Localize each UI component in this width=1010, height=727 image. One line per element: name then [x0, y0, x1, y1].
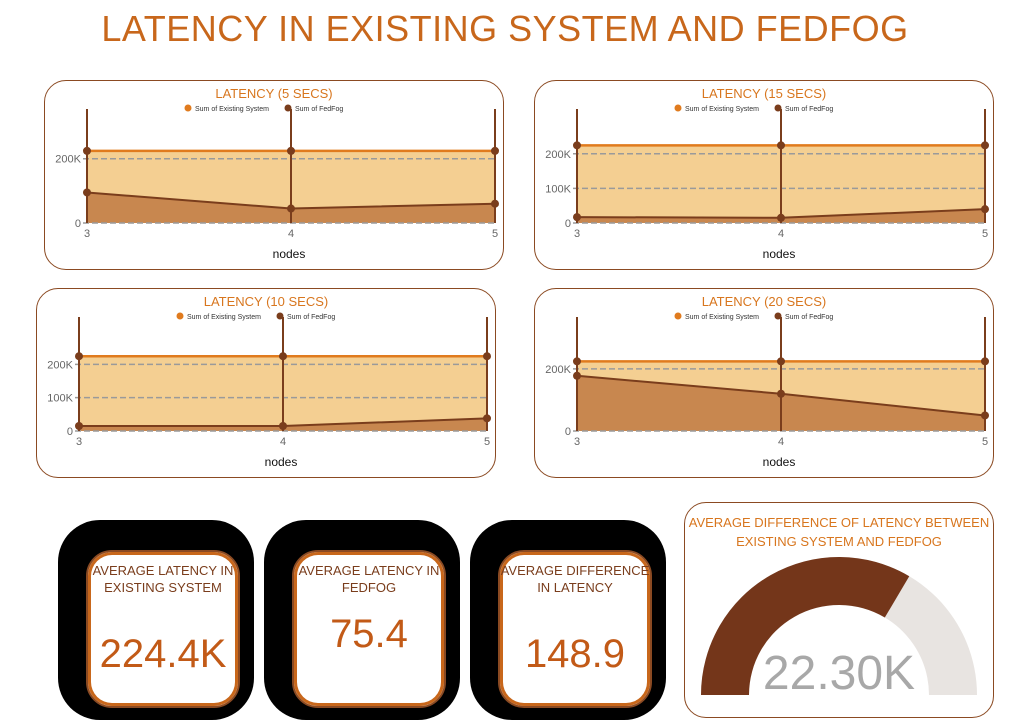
fedfog-point — [83, 188, 91, 197]
x-tick-label: 3 — [76, 436, 82, 448]
fedfog-area — [87, 192, 495, 223]
x-tick-label: 3 — [574, 228, 580, 240]
chart-5-secs: LATENCY (5 SECS) Sum of Existing System Su… — [55, 86, 499, 261]
legend-existing-marker — [176, 312, 184, 320]
x-tick-label: 5 — [484, 436, 490, 448]
gauge-fill — [701, 557, 910, 695]
x-tick-label: 5 — [982, 436, 988, 448]
chart-panel-20-secs: LATENCY (20 SECS) Sum of Existing System S… — [534, 288, 994, 478]
legend-existing-label: Sum of Existing System — [685, 106, 759, 113]
existing-point — [287, 146, 295, 155]
legend-fedfog-label: Sum of FedFog — [295, 106, 343, 113]
kpi-label: AVERAGE DIFFERENCE IN LATENCY — [500, 563, 650, 595]
kpi-card-inner: AVERAGE DIFFERENCE IN LATENCY 148.9 — [498, 550, 652, 708]
legend-fedfog-marker — [284, 104, 292, 112]
legend-fedfog-marker — [774, 312, 782, 320]
existing-point — [981, 141, 989, 150]
fedfog-area — [79, 418, 487, 431]
gauge-chart: 22.30K — [701, 557, 977, 700]
gauge-panel: AVERAGE DIFFERENCE OF LATENCY BETWEEN EX… — [684, 502, 994, 718]
dashboard-title: LATENCY IN EXISTING SYSTEM AND FEDFOG — [101, 8, 909, 49]
existing-point — [981, 357, 989, 366]
x-tick-label: 4 — [280, 436, 286, 448]
chart-10-secs: LATENCY (10 SECS) Sum of Existing System S… — [47, 294, 491, 469]
existing-point — [75, 352, 83, 361]
kpi-card-difference: AVERAGE DIFFERENCE IN LATENCY 148.9 — [470, 520, 666, 720]
kpi-card-inner: AVERAGE LATENCY IN FEDFOG 75.4 — [292, 550, 446, 708]
kpi-card-fedfog: AVERAGE LATENCY IN FEDFOG 75.4 — [264, 520, 460, 720]
x-axis-label: nodes — [265, 455, 298, 469]
kpi-card-existing: AVERAGE LATENCY IN EXISTING SYSTEM 224.4… — [58, 520, 254, 720]
fedfog-point — [981, 411, 989, 420]
chart-title: LATENCY (5 SECS) — [215, 86, 332, 101]
chart-title: LATENCY (10 SECS) — [204, 294, 329, 309]
kpi-card-inner: AVERAGE LATENCY IN EXISTING SYSTEM 224.4… — [86, 550, 240, 708]
legend-fedfog-label: Sum of FedFog — [785, 314, 833, 321]
gauge-value: 22.30K — [763, 647, 915, 700]
kpi-label: AVERAGE LATENCY IN EXISTING SYSTEM — [92, 563, 234, 595]
gauge-title: AVERAGE DIFFERENCE OF LATENCY BETWEEN EX… — [688, 515, 990, 549]
existing-point — [279, 352, 287, 361]
legend-fedfog-marker — [276, 312, 284, 320]
existing-point — [483, 352, 491, 361]
legend-existing-label: Sum of Existing System — [685, 314, 759, 321]
fedfog-point — [573, 371, 581, 380]
x-tick-label: 4 — [778, 436, 784, 448]
fedfog-point — [981, 205, 989, 214]
existing-point — [777, 357, 785, 366]
fedfog-area — [577, 209, 985, 223]
chart-15-secs: LATENCY (15 SECS) Sum of Existing System S… — [545, 86, 989, 261]
y-tick-label: 0 — [75, 218, 81, 230]
y-tick-label: 200K — [545, 364, 571, 376]
chart-20-secs: LATENCY (20 SECS) Sum of Existing System S… — [545, 294, 989, 469]
y-tick-label: 200K — [55, 154, 81, 166]
x-tick-label: 3 — [574, 436, 580, 448]
legend-fedfog-label: Sum of FedFog — [785, 106, 833, 113]
chart-title: LATENCY (15 SECS) — [702, 86, 827, 101]
x-axis-label: nodes — [763, 455, 796, 469]
legend-existing-label: Sum of Existing System — [187, 314, 261, 321]
chart-panel-10-secs: LATENCY (10 SECS) Sum of Existing System S… — [36, 288, 496, 478]
existing-point — [573, 141, 581, 150]
x-axis-label: nodes — [763, 247, 796, 261]
existing-point — [83, 146, 91, 155]
chart-title: LATENCY (20 SECS) — [702, 294, 827, 309]
x-tick-label: 4 — [778, 228, 784, 240]
x-tick-label: 5 — [492, 228, 498, 240]
fedfog-point — [279, 422, 287, 430]
x-axis-label: nodes — [273, 247, 306, 261]
fedfog-point — [491, 199, 499, 208]
legend-existing-marker — [184, 104, 192, 112]
legend-existing-label: Sum of Existing System — [195, 106, 269, 113]
y-tick-label: 100K — [47, 393, 73, 405]
y-tick-label: 200K — [545, 149, 571, 161]
kpi-value: 75.4 — [330, 612, 408, 656]
kpi-value: 224.4K — [99, 632, 227, 676]
chart-panel-5-secs: LATENCY (5 SECS) Sum of Existing System Su… — [44, 80, 504, 270]
legend-existing-marker — [674, 104, 682, 112]
y-tick-label: 200K — [47, 359, 73, 371]
y-tick-label: 0 — [565, 426, 571, 438]
kpi-value: 148.9 — [524, 632, 626, 676]
y-tick-label: 0 — [67, 426, 73, 438]
existing-point — [573, 357, 581, 366]
x-tick-label: 5 — [982, 228, 988, 240]
legend-fedfog-label: Sum of FedFog — [287, 314, 335, 321]
fedfog-point — [777, 389, 785, 398]
chart-panel-15-secs: LATENCY (15 SECS) Sum of Existing System S… — [534, 80, 994, 270]
x-tick-label: 3 — [84, 228, 90, 240]
fedfog-point — [287, 204, 295, 213]
fedfog-point — [777, 213, 785, 222]
kpi-label: AVERAGE LATENCY IN FEDFOG — [298, 563, 440, 595]
legend-existing-marker — [674, 312, 682, 320]
x-tick-label: 4 — [288, 228, 294, 240]
y-tick-label: 0 — [565, 218, 571, 230]
fedfog-point — [75, 422, 83, 430]
existing-point — [777, 141, 785, 150]
existing-point — [491, 146, 499, 155]
y-tick-label: 100K — [545, 183, 571, 195]
fedfog-point — [483, 414, 491, 423]
fedfog-point — [573, 213, 581, 222]
legend-fedfog-marker — [774, 104, 782, 112]
